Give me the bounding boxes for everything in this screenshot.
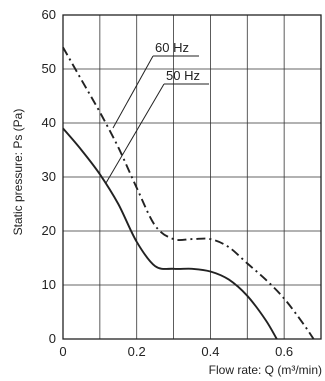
grid: [62, 14, 322, 340]
plot-frame: [62, 14, 322, 340]
legend-label-50-hz: 50 Hz: [166, 68, 200, 83]
series-line-60-hz: [62, 46, 315, 340]
series-line-50-hz: [62, 127, 278, 340]
y-tick-label: 40: [42, 115, 56, 130]
x-tick-label: 0.6: [275, 344, 293, 359]
x-tick-label: 0.2: [128, 344, 146, 359]
x-tick-label: 0: [59, 344, 66, 359]
y-tick-label: 10: [42, 277, 56, 292]
x-tick-label: 0.4: [201, 344, 219, 359]
leader-line-50-hz: [105, 83, 165, 184]
legend-label-60-hz: 60 Hz: [155, 40, 189, 55]
y-tick-label: 30: [42, 169, 56, 184]
x-axis-label: Flow rate: Q (m³/min): [209, 363, 322, 377]
y-tick-label: 50: [42, 61, 56, 76]
y-tick-label: 60: [42, 7, 56, 22]
y-tick-label: 0: [49, 331, 56, 346]
y-axis-label: Static pressure: Ps (Pa): [11, 109, 25, 236]
y-tick-label: 20: [42, 223, 56, 238]
leader-line-60-hz: [112, 55, 154, 129]
tick-labels: 0 10 20 30 40 50 60 0 0.2 0.4 0.6: [42, 7, 294, 359]
legend-annotations: 60 Hz 50 Hz: [105, 40, 209, 184]
series-layer: [62, 46, 315, 340]
